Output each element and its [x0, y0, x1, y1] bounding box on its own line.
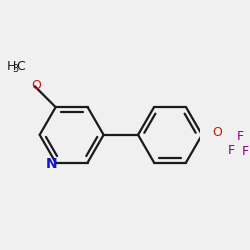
- Text: N: N: [46, 158, 58, 172]
- Text: F: F: [228, 144, 235, 157]
- Text: O: O: [212, 126, 222, 139]
- Text: 3: 3: [12, 64, 18, 74]
- Text: H: H: [7, 60, 16, 74]
- Text: F: F: [237, 130, 244, 143]
- Text: O: O: [32, 79, 42, 92]
- Text: F: F: [242, 145, 249, 158]
- Text: C: C: [16, 60, 25, 74]
